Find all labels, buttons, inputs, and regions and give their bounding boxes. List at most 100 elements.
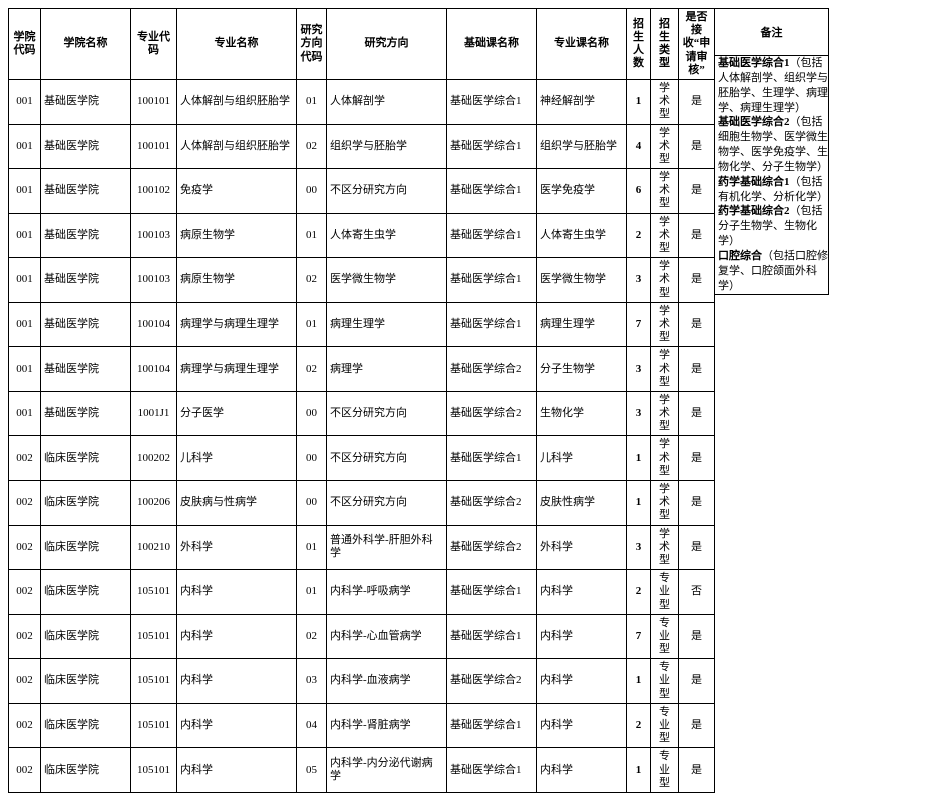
cell-pro_course: 内科学 — [537, 570, 627, 615]
cell-dir_code: 01 — [297, 302, 327, 347]
table-row: 002临床医学院105101内科学04内科学-肾脏病学基础医学综合1内科学2专业… — [9, 703, 715, 748]
note-title: 药学基础综合1 — [718, 176, 790, 188]
cell-dir_code: 05 — [297, 748, 327, 793]
cell-dir_code: 00 — [297, 436, 327, 481]
cell-pro_course: 内科学 — [537, 659, 627, 704]
cell-col_code: 002 — [9, 570, 41, 615]
table-header-row: 学院代码学院名称专业代码专业名称研究方向代码研究方向基础课名称专业课名称招生人数… — [9, 9, 715, 80]
cell-dir_name: 人体解剖学 — [327, 79, 447, 124]
note-item: 口腔综合（包括口腔修复学、口腔颌面外科学） — [718, 249, 828, 294]
cell-quota: 6 — [627, 169, 651, 214]
cell-pro_course: 儿科学 — [537, 436, 627, 481]
table-row: 001基础医学院100101人体解剖与组织胚胎学01人体解剖学基础医学综合1神经… — [9, 79, 715, 124]
cell-type: 学术型 — [651, 481, 679, 526]
cell-col_name: 临床医学院 — [41, 570, 131, 615]
cell-col_name: 临床医学院 — [41, 748, 131, 793]
col-header-dir_name: 研究方向 — [327, 9, 447, 80]
cell-type: 学术型 — [651, 213, 679, 258]
cell-maj_code: 105101 — [131, 703, 177, 748]
cell-dir_name: 内科学-肾脏病学 — [327, 703, 447, 748]
cell-maj_name: 外科学 — [177, 525, 297, 570]
table-row: 002临床医学院100210外科学01普通外科学-肝胆外科学基础医学综合2外科学… — [9, 525, 715, 570]
cell-col_name: 临床医学院 — [41, 703, 131, 748]
cell-quota: 2 — [627, 213, 651, 258]
cell-col_name: 临床医学院 — [41, 481, 131, 526]
cell-quota: 2 — [627, 703, 651, 748]
cell-base_course: 基础医学综合1 — [447, 436, 537, 481]
cell-pro_course: 分子生物学 — [537, 347, 627, 392]
cell-accept: 是 — [679, 213, 715, 258]
cell-pro_course: 内科学 — [537, 703, 627, 748]
notes-body: 基础医学综合1（包括人体解剖学、组织学与胚胎学、生理学、病理学、病理生理学）基础… — [715, 56, 829, 295]
cell-maj_code: 100103 — [131, 213, 177, 258]
cell-pro_course: 医学微生物学 — [537, 258, 627, 303]
cell-type: 学术型 — [651, 79, 679, 124]
cell-maj_name: 内科学 — [177, 748, 297, 793]
table-row: 001基础医学院100103病原生物学01人体寄生虫学基础医学综合1人体寄生虫学… — [9, 213, 715, 258]
cell-accept: 是 — [679, 124, 715, 169]
cell-base_course: 基础医学综合1 — [447, 302, 537, 347]
cell-accept: 是 — [679, 703, 715, 748]
cell-base_course: 基础医学综合1 — [447, 124, 537, 169]
cell-maj_name: 病理学与病理生理学 — [177, 347, 297, 392]
col-header-base_course: 基础课名称 — [447, 9, 537, 80]
cell-base_course: 基础医学综合2 — [447, 347, 537, 392]
cell-maj_name: 病原生物学 — [177, 213, 297, 258]
cell-dir_name: 普通外科学-肝胆外科学 — [327, 525, 447, 570]
cell-maj_code: 105101 — [131, 570, 177, 615]
cell-accept: 是 — [679, 748, 715, 793]
cell-col_name: 基础医学院 — [41, 347, 131, 392]
cell-dir_name: 不区分研究方向 — [327, 436, 447, 481]
cell-accept: 是 — [679, 481, 715, 526]
note-title: 基础医学综合2 — [718, 116, 790, 128]
cell-type: 专业型 — [651, 748, 679, 793]
cell-col_code: 002 — [9, 703, 41, 748]
cell-col_code: 002 — [9, 659, 41, 704]
cell-col_code: 001 — [9, 391, 41, 436]
cell-type: 学术型 — [651, 302, 679, 347]
cell-type: 学术型 — [651, 124, 679, 169]
cell-base_course: 基础医学综合1 — [447, 258, 537, 303]
cell-maj_code: 100102 — [131, 169, 177, 214]
cell-col_code: 002 — [9, 525, 41, 570]
cell-quota: 7 — [627, 302, 651, 347]
cell-type: 专业型 — [651, 570, 679, 615]
cell-quota: 4 — [627, 124, 651, 169]
cell-type: 学术型 — [651, 436, 679, 481]
cell-dir_name: 内科学-内分泌代谢病学 — [327, 748, 447, 793]
cell-pro_course: 人体寄生虫学 — [537, 213, 627, 258]
table-row: 002临床医学院105101内科学05内科学-内分泌代谢病学基础医学综合1内科学… — [9, 748, 715, 793]
cell-col_code: 001 — [9, 79, 41, 124]
cell-maj_code: 100101 — [131, 124, 177, 169]
cell-dir_name: 病理学 — [327, 347, 447, 392]
cell-maj_code: 100206 — [131, 481, 177, 526]
notes-header-label: 备注 — [761, 24, 783, 40]
cell-base_course: 基础医学综合1 — [447, 703, 537, 748]
cell-dir_name: 人体寄生虫学 — [327, 213, 447, 258]
cell-quota: 1 — [627, 659, 651, 704]
cell-maj_code: 105101 — [131, 659, 177, 704]
cell-maj_name: 内科学 — [177, 570, 297, 615]
cell-maj_name: 皮肤病与性病学 — [177, 481, 297, 526]
cell-pro_course: 生物化学 — [537, 391, 627, 436]
cell-base_course: 基础医学综合2 — [447, 659, 537, 704]
cell-accept: 是 — [679, 391, 715, 436]
cell-dir_code: 01 — [297, 570, 327, 615]
cell-col_name: 基础医学院 — [41, 213, 131, 258]
notes-column: 备注 基础医学综合1（包括人体解剖学、组织学与胚胎学、生理学、病理学、病理生理学… — [715, 8, 829, 295]
cell-maj_code: 100210 — [131, 525, 177, 570]
cell-quota: 1 — [627, 748, 651, 793]
cell-maj_code: 100101 — [131, 79, 177, 124]
cell-accept: 否 — [679, 570, 715, 615]
cell-col_name: 基础医学院 — [41, 124, 131, 169]
cell-maj_name: 儿科学 — [177, 436, 297, 481]
cell-accept: 是 — [679, 169, 715, 214]
table-row: 001基础医学院100102免疫学00不区分研究方向基础医学综合1医学免疫学6学… — [9, 169, 715, 214]
cell-col_code: 001 — [9, 213, 41, 258]
cell-dir_code: 04 — [297, 703, 327, 748]
cell-pro_course: 神经解剖学 — [537, 79, 627, 124]
col-header-maj_code: 专业代码 — [131, 9, 177, 80]
cell-col_name: 基础医学院 — [41, 79, 131, 124]
cell-maj_name: 病理学与病理生理学 — [177, 302, 297, 347]
cell-dir_code: 01 — [297, 79, 327, 124]
